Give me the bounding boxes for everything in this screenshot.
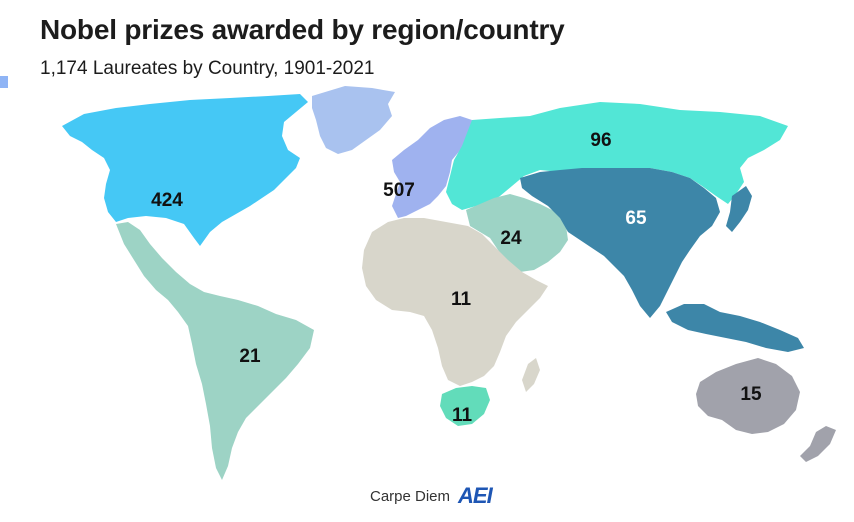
region-latin-america <box>116 222 314 480</box>
region-greenland <box>312 86 395 154</box>
aei-logo: AEI <box>458 483 493 508</box>
label-middle-east: 24 <box>500 228 522 249</box>
label-east-asia: 65 <box>625 208 647 229</box>
footer: Carpe Diem AEI <box>370 483 493 509</box>
region-europe <box>392 116 472 218</box>
chart-subtitle: 1,174 Laureates by Country, 1901-2021 <box>40 58 375 79</box>
label-latin-america: 21 <box>239 346 261 367</box>
chart-title: Nobel prizes awarded by region/country <box>40 14 565 45</box>
region-new-zealand <box>800 426 836 462</box>
region-east-asia <box>520 168 720 318</box>
label-russia: 96 <box>590 130 611 151</box>
label-south-africa: 11 <box>452 405 473 426</box>
region-japan <box>726 186 752 232</box>
accent-mark <box>0 76 8 88</box>
region-middle-east <box>466 194 568 272</box>
label-oceania: 15 <box>740 384 762 405</box>
label-africa: 11 <box>451 289 472 310</box>
region-madagascar <box>522 358 540 392</box>
source-text: Carpe Diem <box>370 487 451 505</box>
region-australia <box>696 358 800 434</box>
region-southeast-asia <box>666 304 804 352</box>
label-europe: 507 <box>383 180 415 201</box>
label-north-america: 424 <box>151 190 183 211</box>
region-russia <box>446 102 788 210</box>
region-south-africa <box>440 386 490 426</box>
region-north-america <box>62 94 308 246</box>
region-africa <box>362 218 548 386</box>
